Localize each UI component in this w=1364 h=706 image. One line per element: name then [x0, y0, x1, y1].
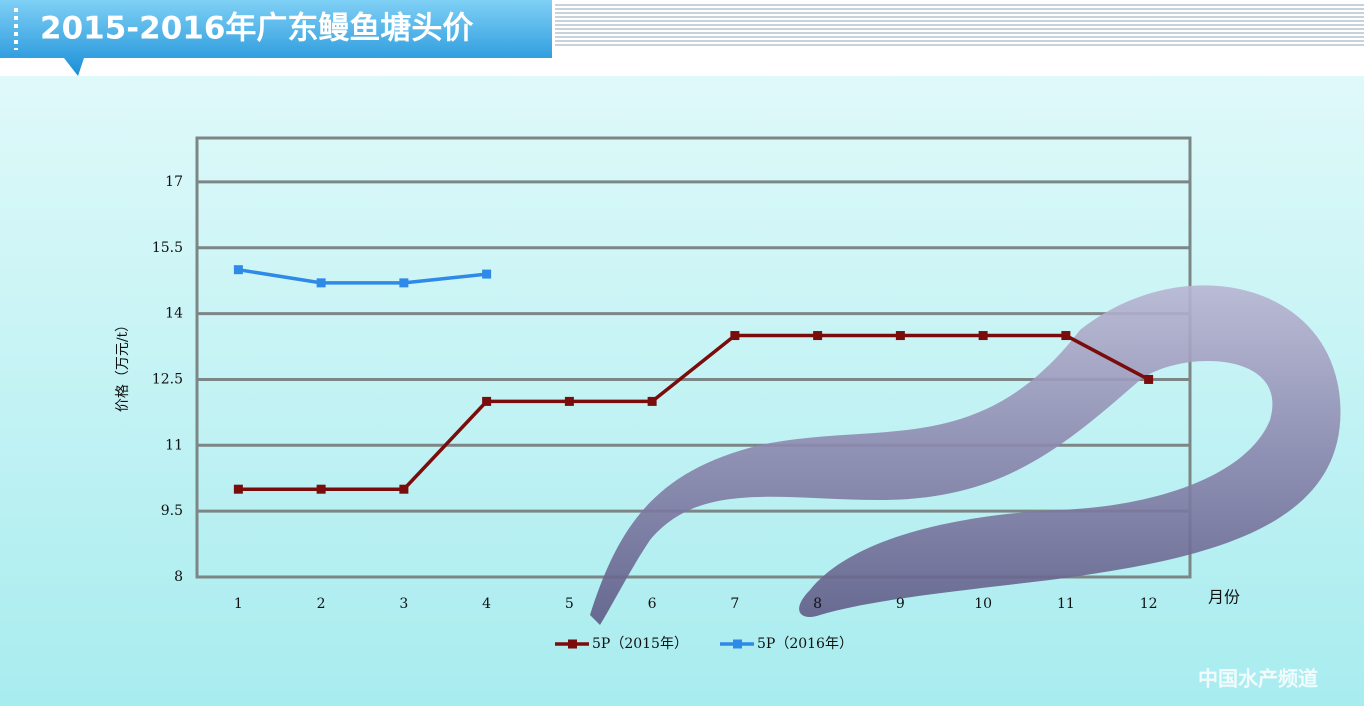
y-tick-label: 8	[174, 569, 183, 585]
x-tick-label: 9	[896, 596, 905, 612]
x-tick-label: 4	[482, 596, 491, 612]
x-tick-label: 8	[813, 596, 822, 612]
y-tick-label: 15.5	[152, 240, 183, 256]
x-tick-label: 7	[730, 596, 739, 612]
legend-marker	[733, 639, 742, 649]
data-point	[647, 396, 657, 406]
header-stripes	[555, 2, 1364, 48]
x-tick-label: 1	[234, 596, 243, 612]
data-point	[233, 265, 243, 275]
data-point	[895, 331, 905, 341]
data-point	[482, 396, 492, 406]
data-point	[316, 278, 326, 288]
data-point	[1061, 331, 1071, 341]
data-point	[813, 331, 823, 341]
chart-title: 2015-2016年广东鳗鱼塘头价	[40, 11, 473, 47]
y-tick-label: 9.5	[161, 503, 183, 519]
watermark: 中国水产频道	[1198, 667, 1318, 691]
title-banner	[0, 0, 552, 76]
x-axis-label: 月份	[1208, 588, 1240, 607]
legend-marker	[568, 639, 577, 649]
y-tick-label: 17	[165, 174, 183, 190]
x-tick-label: 10	[974, 596, 992, 612]
y-tick-label: 14	[165, 306, 183, 322]
data-point	[730, 331, 740, 341]
data-point	[316, 484, 326, 494]
y-tick-label: 12.5	[152, 371, 183, 387]
data-point	[233, 484, 243, 494]
data-point	[482, 269, 492, 279]
series-line	[238, 333, 1150, 491]
x-tick-label: 2	[317, 596, 326, 612]
data-point	[1144, 374, 1154, 384]
data-point	[978, 331, 988, 341]
data-point	[564, 396, 574, 406]
series-line	[238, 267, 487, 285]
x-tick-label: 11	[1057, 596, 1075, 612]
x-tick-label: 5	[565, 596, 574, 612]
x-tick-label: 12	[1140, 596, 1158, 612]
legend-label: 5P（2015年）	[592, 636, 688, 652]
x-tick-label: 6	[648, 596, 657, 612]
data-point	[399, 278, 409, 288]
legend-label: 5P（2016年）	[757, 636, 853, 652]
y-axis-label: 价格（万元/t）	[115, 318, 131, 412]
y-tick-label: 11	[165, 437, 183, 453]
eel-illustration	[590, 285, 1341, 625]
x-tick-label: 3	[399, 596, 408, 612]
data-point	[399, 484, 409, 494]
